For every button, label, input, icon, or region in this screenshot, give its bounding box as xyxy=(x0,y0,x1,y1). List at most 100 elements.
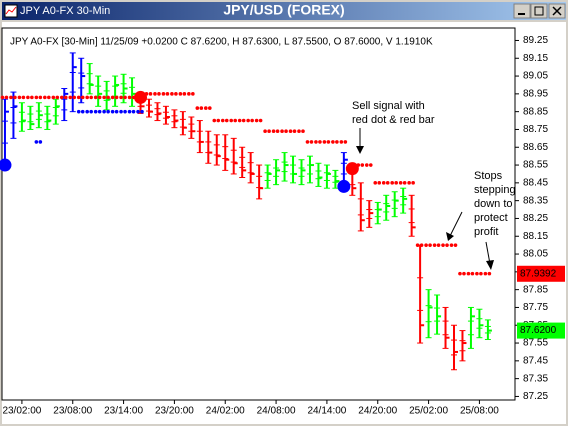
stop-dot xyxy=(0,95,5,100)
stop-dot xyxy=(297,129,301,134)
y-tick-label: 87.75 xyxy=(523,302,548,313)
x-tick-label: 23/20:00 xyxy=(155,406,194,417)
stop-dot xyxy=(59,95,64,100)
stop-dot xyxy=(199,106,204,110)
annotation: down to xyxy=(474,198,513,210)
stop-dot xyxy=(373,181,378,185)
stop-dot xyxy=(385,181,390,185)
stop-dot xyxy=(136,109,140,114)
stop-dot xyxy=(224,118,229,123)
y-tick-label: 87.55 xyxy=(523,338,548,349)
stop-dot xyxy=(212,118,217,123)
stop-dot xyxy=(30,95,34,100)
stop-dot xyxy=(301,129,305,134)
stop-dot xyxy=(165,92,170,96)
stop-dot xyxy=(97,109,102,114)
stop-dot xyxy=(229,118,234,123)
stop-dot xyxy=(68,95,73,100)
window-caption: JPY/USD (FOREX) xyxy=(223,2,344,18)
stop-dot xyxy=(462,271,466,276)
y-tick-label: 89.05 xyxy=(523,71,548,82)
maximize-button[interactable] xyxy=(530,3,548,19)
stop-dot xyxy=(381,181,386,185)
y-tick-label: 88.15 xyxy=(523,231,548,242)
stop-dot xyxy=(55,95,60,100)
stop-dot xyxy=(326,140,331,144)
stop-dot xyxy=(305,140,310,144)
stop-dot xyxy=(148,92,153,96)
stop-dot xyxy=(339,140,344,144)
arrow-head xyxy=(486,260,494,270)
stop-dot xyxy=(453,243,458,247)
stop-dot xyxy=(123,109,127,114)
stop-dot xyxy=(436,243,441,247)
price-label: 87.9392 xyxy=(520,268,557,279)
stop-dot xyxy=(271,129,276,134)
stop-dot xyxy=(43,95,47,100)
y-tick-label: 87.35 xyxy=(523,373,548,384)
window-buttons[interactable] xyxy=(513,3,566,19)
y-tick-label: 89.25 xyxy=(523,35,548,46)
stop-dot xyxy=(267,129,271,134)
y-tick-label: 88.85 xyxy=(523,106,548,117)
stop-dot xyxy=(254,118,259,123)
stop-dot xyxy=(470,271,475,276)
stop-dot xyxy=(322,140,327,144)
stop-dot xyxy=(415,243,420,247)
annotation: Sell signal with xyxy=(352,100,425,112)
stop-dot xyxy=(114,95,119,100)
x-tick-label: 24/08:00 xyxy=(257,406,296,417)
chart-area xyxy=(2,22,566,424)
stop-dot xyxy=(195,106,200,110)
plot-frame xyxy=(1,27,516,401)
stop-dot xyxy=(449,243,454,247)
price-label: 87.6200 xyxy=(520,325,557,336)
annotation: stepping xyxy=(474,184,516,196)
stop-dot xyxy=(47,95,51,100)
stop-dot xyxy=(174,92,178,96)
y-tick-label: 87.25 xyxy=(523,391,548,402)
stop-dot xyxy=(106,95,110,100)
stop-dot xyxy=(21,95,26,100)
x-tick-label: 23/02:00 xyxy=(2,406,41,417)
y-tick-label: 88.75 xyxy=(523,124,548,135)
stop-dot xyxy=(280,129,284,134)
close-icon xyxy=(552,6,562,16)
x-tick-label: 24/14:00 xyxy=(307,406,346,417)
stop-dot xyxy=(93,95,98,100)
stop-dot xyxy=(63,95,68,100)
stop-dot xyxy=(119,109,123,114)
stop-dot xyxy=(419,243,424,247)
stop-dot xyxy=(102,95,106,100)
stop-dot xyxy=(80,109,85,114)
stop-dot xyxy=(9,95,13,100)
stop-dot xyxy=(140,109,144,114)
app-icon-line xyxy=(5,6,17,15)
stop-dot xyxy=(102,109,106,114)
stop-dot xyxy=(432,243,437,247)
stop-dot xyxy=(360,163,365,167)
chart-header: JPY A0-FX [30-Min] 11/25/09 +0.0200 C 87… xyxy=(10,37,433,48)
stop-dot xyxy=(483,271,488,276)
stop-dot xyxy=(475,271,479,276)
stop-dot xyxy=(17,95,22,100)
price-label-box xyxy=(517,322,565,339)
stop-dot xyxy=(335,140,339,144)
stop-dot xyxy=(26,95,30,100)
stop-dot xyxy=(398,181,403,185)
stop-dot xyxy=(89,95,93,100)
stop-dot xyxy=(127,95,132,100)
y-tick-label: 88.65 xyxy=(523,142,548,153)
stop-dot xyxy=(216,118,221,123)
stop-dot xyxy=(34,95,39,100)
arrow xyxy=(449,211,463,237)
y-tick-label: 87.85 xyxy=(523,284,548,295)
minimize-button[interactable] xyxy=(513,3,531,19)
stop-dot xyxy=(394,181,398,185)
arrow-head xyxy=(446,232,454,241)
y-tick-label: 88.25 xyxy=(523,213,548,224)
stop-dot xyxy=(85,95,89,100)
stop-dot xyxy=(479,271,483,276)
x-tick-label: 23/08:00 xyxy=(53,406,92,417)
stop-dot xyxy=(411,181,415,185)
